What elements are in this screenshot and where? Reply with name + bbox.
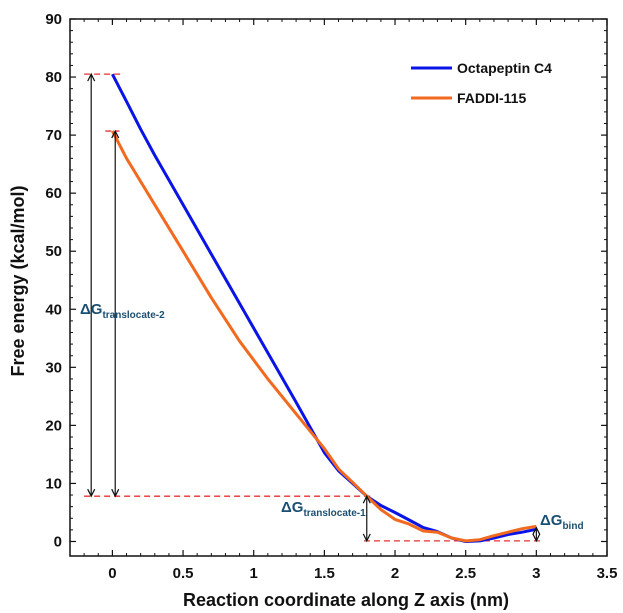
- delta-g-translocate-1-label-main: ΔG: [281, 499, 303, 516]
- bind-arrow-head-top: [532, 526, 541, 535]
- y-tick-label: 80: [45, 69, 62, 86]
- y-tick-label: 10: [45, 475, 62, 492]
- delta-g-bind-label-sub: bind: [562, 521, 583, 532]
- delta-g-translocate-2-label-main: ΔG: [80, 301, 102, 318]
- translocate-2-arrow-faddi-head-top: [111, 129, 120, 139]
- translocate-1-arrow-head-top: [362, 494, 371, 504]
- y-tick-label: 70: [45, 127, 62, 144]
- series-line-octapeptin-c4: [111, 73, 537, 543]
- delta-g-translocate-1-label-sub: translocate-1: [303, 508, 366, 519]
- delta-g-translocate-2-label-sub: translocate-2: [102, 310, 165, 321]
- delta-g-bind-label-main: ΔG: [540, 512, 562, 529]
- axes: 0 0.5 1 1.5 2 2.5 3 3.5 0 10 20 30 40 50 60 70 80 90: [45, 11, 617, 582]
- translocate-2-arrow-head-bottom: [87, 488, 96, 498]
- y-tick-label: 50: [45, 243, 62, 260]
- reference-lines: [84, 73, 544, 542]
- legend-label: Octapeptin C4: [457, 60, 552, 76]
- y-axis-title: Free energy (kcal/mol): [8, 185, 28, 376]
- legend: Octapeptin C4 FADDI-115: [411, 60, 552, 106]
- x-tick-label: 1: [250, 565, 258, 582]
- translocate-2-arrow-head-top: [87, 72, 96, 82]
- delta-g-translocate-1-label: ΔGtranslocate-1: [281, 499, 366, 519]
- delta-g-translocate-2-label: ΔGtranslocate-2: [80, 301, 165, 321]
- y-tick-label: 0: [54, 533, 62, 550]
- bind-arrow-head-bottom: [532, 533, 541, 543]
- translocate-1-arrow-head-bottom: [362, 533, 371, 543]
- x-tick-label: 2: [391, 565, 399, 582]
- legend-label: FADDI-115: [457, 90, 526, 106]
- x-tick-label: 1.5: [314, 565, 335, 582]
- x-tick-label: 3: [532, 565, 540, 582]
- plot-frame: [69, 18, 608, 557]
- delta-g-bind-label: ΔGbind: [540, 512, 584, 532]
- x-tick-label: 0: [108, 565, 116, 582]
- y-tick-label: 20: [45, 417, 62, 434]
- series-lines: [111, 73, 537, 543]
- x-tick-label: 2.5: [455, 565, 476, 582]
- y-tick-label: 30: [45, 359, 62, 376]
- translocate-2-arrow-faddi-head-bottom: [111, 488, 120, 498]
- y-tick-label: 60: [45, 185, 62, 202]
- x-axis-title: Reaction coordinate along Z axis (nm): [183, 590, 509, 610]
- x-tick-label: 0.5: [173, 565, 194, 582]
- y-tick-label: 40: [45, 301, 62, 318]
- y-tick-label: 90: [45, 11, 62, 28]
- x-tick-label: 3.5: [597, 565, 618, 582]
